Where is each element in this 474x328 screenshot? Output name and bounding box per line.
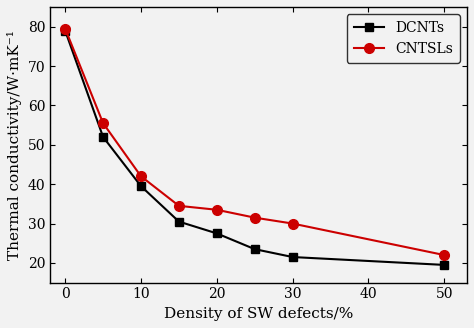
- DCNTs: [441, 263, 447, 267]
- DCNTs: [62, 29, 68, 32]
- Line: CNTSLs: CNTSLs: [60, 24, 449, 260]
- DCNTs: [290, 255, 295, 259]
- DCNTs: [214, 232, 219, 236]
- DCNTs: [138, 184, 144, 188]
- CNTSLs: [252, 216, 257, 220]
- CNTSLs: [176, 204, 182, 208]
- CNTSLs: [138, 174, 144, 178]
- CNTSLs: [290, 222, 295, 226]
- X-axis label: Density of SW defects/%: Density of SW defects/%: [164, 307, 353, 321]
- Line: DCNTs: DCNTs: [61, 27, 448, 269]
- Y-axis label: Thermal conductivity/W·mK⁻¹: Thermal conductivity/W·mK⁻¹: [7, 30, 22, 260]
- DCNTs: [176, 220, 182, 224]
- CNTSLs: [100, 121, 106, 125]
- Legend: DCNTs, CNTSLs: DCNTs, CNTSLs: [346, 14, 460, 63]
- DCNTs: [252, 247, 257, 251]
- CNTSLs: [62, 27, 68, 31]
- DCNTs: [100, 135, 106, 139]
- CNTSLs: [441, 253, 447, 257]
- CNTSLs: [214, 208, 219, 212]
